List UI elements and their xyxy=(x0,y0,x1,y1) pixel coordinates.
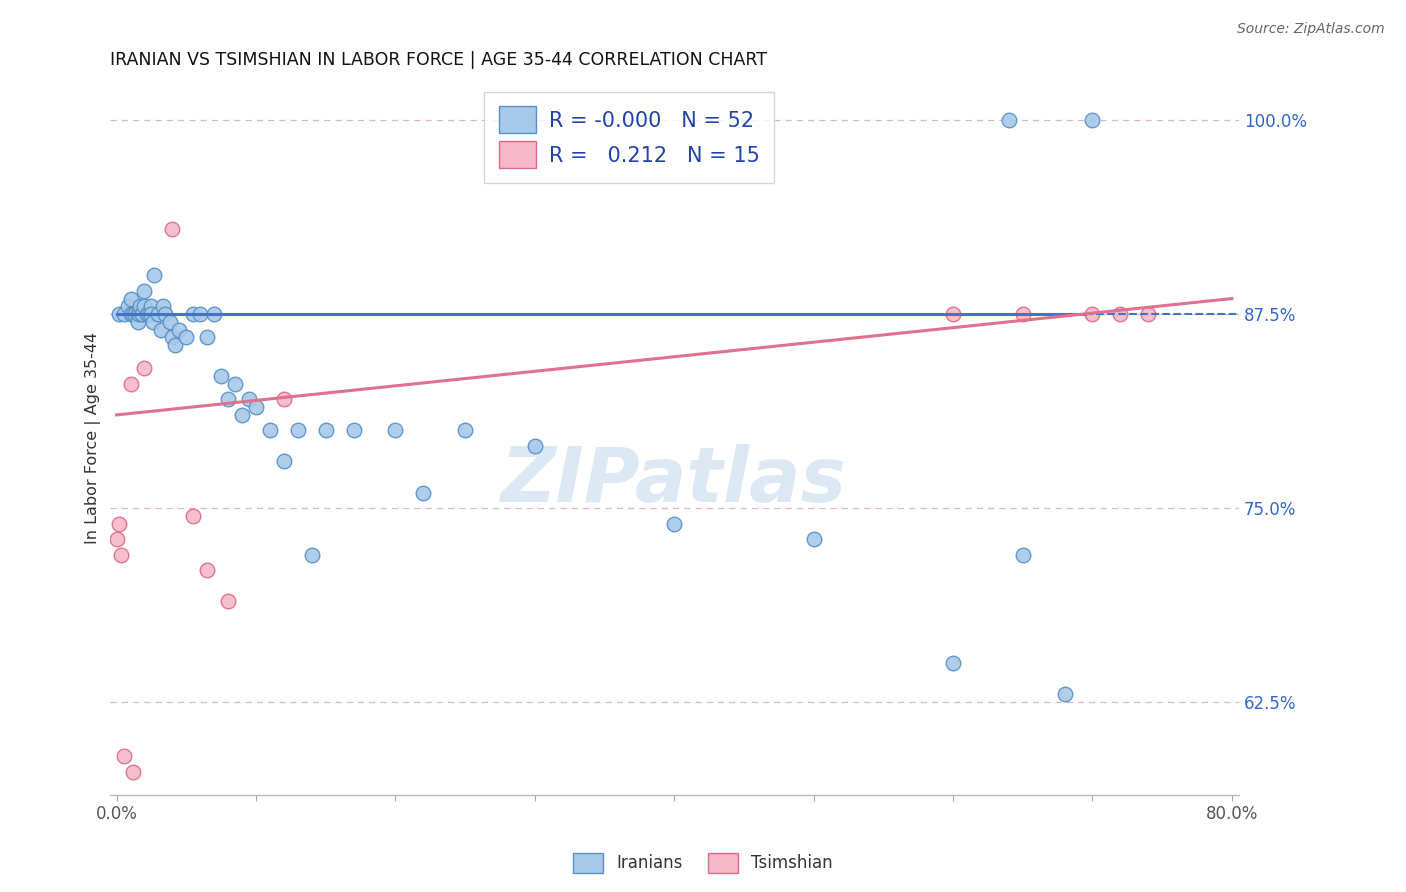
Point xyxy=(942,307,965,321)
Point xyxy=(273,392,295,407)
Point xyxy=(122,764,145,779)
Point xyxy=(129,299,152,313)
Point xyxy=(217,392,239,407)
Point xyxy=(942,656,965,670)
Point xyxy=(162,330,184,344)
Point xyxy=(195,330,218,344)
Point xyxy=(128,307,150,321)
Point xyxy=(245,400,267,414)
Point xyxy=(155,307,177,321)
Point xyxy=(134,361,156,376)
Point xyxy=(195,563,218,577)
Point xyxy=(803,532,825,546)
Point xyxy=(112,307,135,321)
Point xyxy=(1081,307,1104,321)
Point xyxy=(217,594,239,608)
Point xyxy=(124,307,146,321)
Point xyxy=(127,307,149,321)
Point xyxy=(143,268,166,283)
Point xyxy=(117,299,139,313)
Point xyxy=(209,369,232,384)
Point xyxy=(127,315,149,329)
Point xyxy=(120,376,142,391)
Legend: R = -0.000   N = 52, R =   0.212   N = 15: R = -0.000 N = 52, R = 0.212 N = 15 xyxy=(484,92,775,183)
Point xyxy=(120,292,142,306)
Y-axis label: In Labor Force | Age 35-44: In Labor Force | Age 35-44 xyxy=(86,332,101,544)
Point xyxy=(141,307,163,321)
Point xyxy=(188,307,211,321)
Point xyxy=(169,323,191,337)
Point xyxy=(412,485,434,500)
Point xyxy=(105,532,128,546)
Point xyxy=(122,307,145,321)
Point xyxy=(224,376,246,391)
Point xyxy=(141,299,163,313)
Point xyxy=(176,330,198,344)
Point xyxy=(1081,113,1104,128)
Point xyxy=(664,516,686,531)
Point xyxy=(997,113,1019,128)
Point xyxy=(259,424,281,438)
Point xyxy=(108,307,131,321)
Point xyxy=(1137,307,1160,321)
Point xyxy=(142,315,165,329)
Point xyxy=(238,392,260,407)
Point xyxy=(231,408,253,422)
Point xyxy=(1109,307,1132,321)
Point xyxy=(150,323,173,337)
Point xyxy=(120,307,142,321)
Point xyxy=(273,454,295,468)
Point xyxy=(138,307,160,321)
Point xyxy=(315,424,337,438)
Point xyxy=(523,439,546,453)
Point xyxy=(136,307,159,321)
Point xyxy=(148,307,170,321)
Point xyxy=(1011,548,1033,562)
Legend: Iranians, Tsimshian: Iranians, Tsimshian xyxy=(567,847,839,880)
Point xyxy=(301,548,323,562)
Point xyxy=(384,424,406,438)
Text: ZIPatlas: ZIPatlas xyxy=(501,444,848,518)
Point xyxy=(159,315,181,329)
Point xyxy=(1053,687,1076,701)
Point xyxy=(108,516,131,531)
Point xyxy=(454,424,477,438)
Point xyxy=(112,749,135,764)
Point xyxy=(134,284,156,298)
Point xyxy=(1011,307,1033,321)
Point xyxy=(131,307,153,321)
Point xyxy=(202,307,225,321)
Point xyxy=(181,508,204,523)
Point xyxy=(287,424,309,438)
Point xyxy=(134,299,156,313)
Point xyxy=(165,338,187,352)
Text: Source: ZipAtlas.com: Source: ZipAtlas.com xyxy=(1237,22,1385,37)
Point xyxy=(131,307,153,321)
Point xyxy=(181,307,204,321)
Point xyxy=(110,548,132,562)
Point xyxy=(152,299,174,313)
Text: IRANIAN VS TSIMSHIAN IN LABOR FORCE | AGE 35-44 CORRELATION CHART: IRANIAN VS TSIMSHIAN IN LABOR FORCE | AG… xyxy=(110,51,766,69)
Point xyxy=(342,424,364,438)
Point xyxy=(162,221,184,235)
